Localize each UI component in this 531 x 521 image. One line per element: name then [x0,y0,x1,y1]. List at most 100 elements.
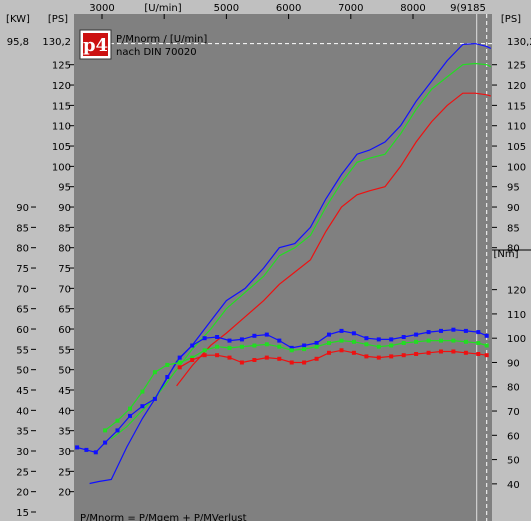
ps-tick-label: 115 [52,101,71,112]
torque-point-2 [339,338,344,343]
ps-tick-label: 25 [58,467,71,478]
torque-point-1 [289,345,294,350]
torque-point-2 [401,341,406,345]
torque-point-1 [364,336,369,341]
torque-point-3 [239,360,244,365]
kw-tick-label: 25 [16,467,29,478]
x-axis-ticks [101,14,414,19]
ps-right-tick-label: 90 [507,203,520,214]
kw-tick-label: 40 [16,406,29,417]
kw-tick-label: 35 [16,427,29,438]
torque-point-1 [277,338,282,343]
torque-point-1 [165,375,170,379]
torque-point-3 [264,355,269,360]
nm-tick-label: 110 [507,310,526,321]
nm-axis: 40 50 60 70 80 90 100 110 120 [492,286,526,491]
torque-point-3 [177,365,182,370]
torque-point-2 [165,362,170,367]
torque-point-3 [389,354,394,359]
torque-point-2 [128,406,132,411]
torque-point-2 [264,342,269,347]
x-axis-labels: 3000 5000 6000 7000 8000 [89,3,425,14]
nm-axis-title: [Nm] [493,249,518,260]
torque-point-1 [476,330,481,335]
torque-point-3 [476,352,481,356]
torque-point-3 [463,350,468,355]
torque-point-3 [215,353,220,358]
chart-subtitle: nach DIN 70020 [116,47,197,58]
x-tick-label: 5000 [214,3,239,14]
torque-point-2 [451,338,456,343]
torque-point-3 [376,355,381,360]
torque-point-3 [302,360,307,365]
ps-tick-label: 50 [58,366,71,377]
torque-point-3 [252,358,257,362]
kw-tick-label: 30 [16,447,29,458]
torque-point-2 [376,344,381,349]
logo-inner [83,33,108,56]
torque-point-3 [190,358,195,362]
x-tick-label: 7000 [338,3,363,14]
ps-tick-label: 55 [58,345,71,356]
torque-point-2 [289,348,294,353]
torque-curves [75,327,489,455]
torque-point-1 [451,327,456,332]
torque-point-2 [484,343,489,348]
torque-point-2 [103,428,108,433]
ps-tick-label: 100 [52,162,71,173]
ps-tick-label: 20 [58,488,71,499]
ps-axis-left: 20 25 30 35 40 45 50 55 60 65 70 75 80 85 90 95 100 105 11… [52,61,74,499]
ps-tick-label: 85 [58,223,71,234]
torque-point-3 [414,352,419,356]
kw-tick-label: 65 [16,305,29,316]
nm-tick-label: 90 [507,358,520,369]
ps-tick-label: 125 [52,61,71,72]
torque-point-3 [289,360,294,365]
nm-tick-label: 120 [507,286,526,297]
x-tick-label: 3000 [89,3,114,14]
x-axis-title: [U/min] [144,3,181,14]
torque-point-1 [414,332,419,337]
torque-point-2 [239,344,244,349]
kw-tick-label: 50 [16,366,29,377]
torque-point-1 [93,450,98,455]
nm-tick-label: 80 [507,383,520,394]
torque-point-3 [314,356,319,361]
plot-area [74,14,492,521]
ps-tick-label: 95 [58,183,71,194]
ps-tick-label: 70 [58,284,71,295]
ps-tick-label: 75 [58,264,71,275]
torque-point-3 [277,356,282,361]
torque-point-2 [389,343,394,348]
torque-point-3 [339,348,344,353]
torque-line-2 [104,339,487,431]
power-line-1 [89,42,492,485]
torque-point-1 [140,404,145,409]
torque-point-3 [451,349,456,354]
ps-tick-label: 40 [58,406,71,417]
torque-point-2 [302,347,307,352]
torque-point-3 [351,350,356,355]
ps-max-label-right: 130,2 [507,37,531,48]
torque-point-1 [227,338,232,343]
nm-tick-label: 70 [507,407,520,418]
torque-point-1 [314,341,319,345]
ps-tick-label: 110 [52,122,71,133]
ps-tick-label: 90 [58,203,71,214]
torque-point-2 [364,342,369,347]
kw-tick-label: 15 [16,508,29,519]
torque-point-3 [327,350,331,355]
torque-point-2 [227,345,232,350]
nm-tick-label: 100 [507,334,526,345]
torque-point-1 [426,330,431,335]
right-panel-background [492,14,531,521]
torque-point-2 [414,339,419,344]
kw-tick-label: 80 [16,244,29,255]
nm-tick-label: 40 [507,480,520,491]
torque-point-2 [463,339,468,344]
ps-tick-label: 65 [58,305,71,316]
power-line-3 [176,92,491,387]
ps-tick-label: 80 [58,244,71,255]
kw-tick-label: 70 [16,284,29,295]
